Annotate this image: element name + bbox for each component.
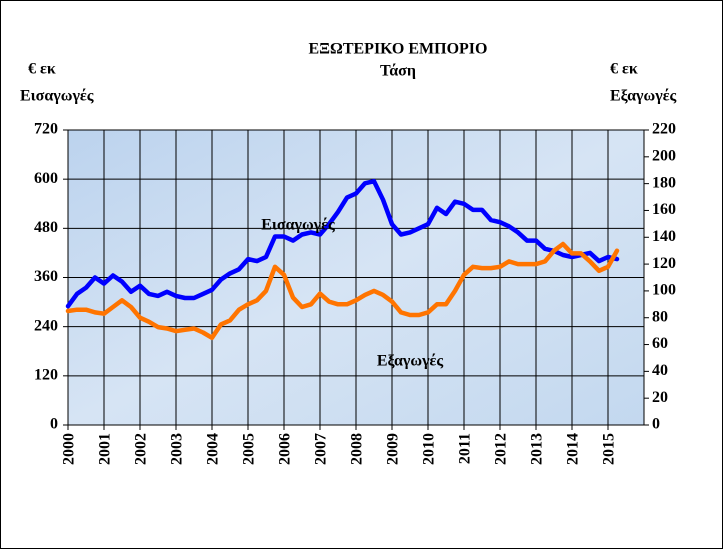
x-tick-label: 2000 (61, 433, 78, 465)
x-tick-label: 2009 (385, 433, 402, 465)
x-tick-label: 2014 (565, 433, 582, 465)
chart-subtitle: Τάση (380, 63, 416, 80)
chart-title: ΕΞΩΤΕΡΙΚΟ ΕΜΠΟΡΙΟ (309, 41, 488, 58)
y-tick-label: 480 (34, 219, 58, 236)
y-tick-label: 0 (50, 416, 58, 433)
x-tick-label: 2015 (601, 433, 618, 465)
y2-tick-label: 40 (652, 362, 668, 379)
y-axis-label: Εισαγωγές (20, 88, 94, 105)
y2-tick-label: 120 (652, 255, 676, 272)
y2-tick-label: 80 (652, 308, 668, 325)
x-tick-label: 2006 (277, 433, 294, 465)
y2-tick-label: 220 (652, 121, 676, 138)
y2-tick-label: 60 (652, 335, 668, 352)
x-tick-label: 2005 (241, 433, 258, 465)
y2-tick-label: 140 (652, 228, 676, 245)
x-tick-label: 2012 (493, 433, 510, 465)
y2-tick-label: 200 (652, 147, 676, 164)
y2-tick-label: 100 (652, 282, 676, 299)
x-tick-label: 2004 (205, 433, 222, 465)
y2-tick-label: 160 (652, 201, 676, 218)
y-tick-label: 120 (34, 367, 58, 384)
series-line (65, 241, 620, 341)
series-line (65, 178, 620, 309)
x-tick-label: 2013 (529, 433, 546, 465)
y-tick-label: 240 (34, 317, 58, 334)
x-tick-label: 2002 (133, 433, 150, 465)
x-tick-label: 2010 (421, 433, 438, 465)
y-tick-label: 600 (34, 170, 58, 187)
y2-tick-label: 0 (652, 416, 660, 433)
x-tick-label: 2008 (349, 433, 366, 465)
y2-tick-label: 20 (652, 389, 668, 406)
x-tick-label: 2011 (457, 433, 474, 464)
x-tick-label: 2003 (169, 433, 186, 465)
series-label: Εισαγωγές (261, 217, 335, 234)
y-tick-label: 720 (34, 121, 58, 138)
y2-axis-label: € εκ (610, 61, 638, 78)
y-axis-label: € εκ (28, 61, 56, 78)
y2-axis-label: Εξαγωγές (610, 88, 677, 105)
x-tick-label: 2007 (313, 433, 330, 465)
series-label: Εξαγωγές (377, 353, 444, 370)
y-tick-label: 360 (34, 268, 58, 285)
y2-tick-label: 180 (652, 174, 676, 191)
x-tick-label: 2001 (97, 433, 114, 465)
